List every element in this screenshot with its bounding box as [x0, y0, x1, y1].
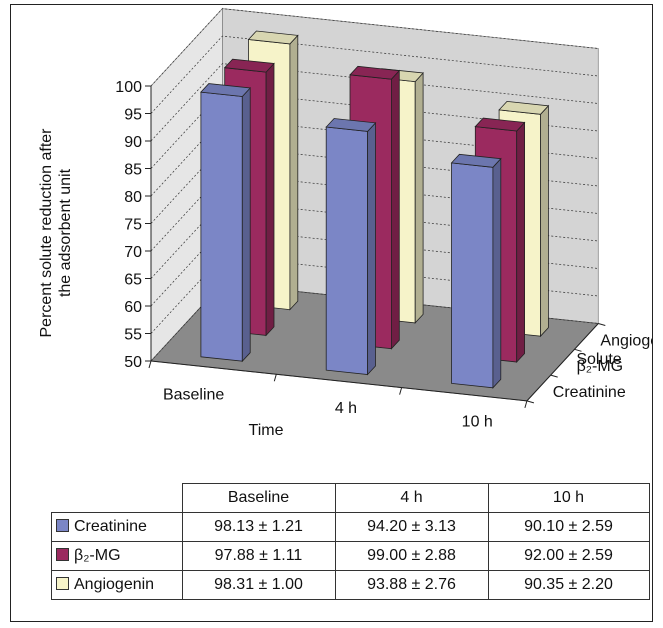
bar-side-face	[367, 121, 376, 376]
table-cell: 90.35 ± 2.20	[487, 570, 650, 600]
chart: 50 55 60 65 70 75 80 85 90 95 100 Baseline 4 h 10 h Cr…	[38, 7, 652, 439]
bar-front-face	[200, 91, 243, 362]
table-cell: 90.10 ± 2.59	[487, 512, 650, 542]
bar-top-face	[474, 117, 526, 132]
gridline	[150, 35, 599, 114]
bar-front-face	[325, 126, 369, 375]
z-tick	[574, 348, 582, 352]
z-tick	[550, 374, 558, 378]
y-tick-label: 90	[124, 134, 142, 151]
y-tick-label: 80	[124, 189, 142, 206]
x-tick-label: 4 h	[335, 400, 357, 417]
bar-top-face	[247, 30, 299, 45]
y-tick-label: 50	[124, 354, 142, 371]
bar-top-face	[325, 118, 377, 132]
legend-label: β₂-MG	[74, 547, 121, 564]
legend-label: Creatinine	[74, 518, 147, 535]
bar-top-face	[349, 65, 401, 80]
x-tick	[524, 400, 528, 409]
x-tick	[399, 387, 403, 395]
table-cell: 94.20 ± 3.13	[334, 512, 489, 542]
gridline	[150, 8, 599, 87]
z-axis-title: Solute	[576, 351, 621, 368]
y-tick-label: 95	[124, 107, 142, 124]
x-tick-label: 10 h	[462, 413, 493, 430]
legend-label: Angiogenin	[74, 576, 155, 593]
legend-swatch	[56, 548, 69, 562]
bar-top-face	[200, 83, 252, 97]
y-tick-label: 75	[124, 217, 142, 234]
bar-side-face	[265, 62, 275, 337]
bar-side-face	[289, 34, 299, 311]
y-tick-label: 55	[124, 327, 142, 344]
figure-frame: 50 55 60 65 70 75 80 85 90 95 100 Baseline 4 h 10 h Cr…	[10, 4, 653, 622]
legend-entry-creatinine: Creatinine	[51, 512, 183, 542]
legend-entry-b2mg: β₂-MG	[51, 541, 183, 571]
legend-entry-angiogenin: Angiogenin	[51, 570, 183, 600]
y-tick-label: 100	[115, 79, 142, 96]
bar	[450, 153, 502, 389]
bar-side-face	[492, 157, 502, 389]
table-header-cell: 10 h	[487, 483, 650, 513]
x-tick-label: Baseline	[163, 387, 224, 404]
legend-swatch	[56, 519, 69, 533]
x-axis-title: Time	[249, 422, 284, 439]
bar-side-face	[540, 104, 549, 338]
bar	[325, 118, 377, 376]
gridline	[150, 63, 599, 142]
bar-side-face	[390, 69, 400, 350]
bar-side-face	[241, 86, 251, 363]
table-header-cell: 4 h	[334, 483, 489, 513]
y-tick-label: 60	[124, 299, 142, 316]
table-cell: 92.00 ± 2.59	[487, 541, 650, 571]
z-tick-label: Creatinine	[553, 384, 626, 401]
table-row: Angiogenin 98.31 ± 1.00 93.88 ± 2.76 90.…	[51, 570, 650, 600]
table-cell: 93.88 ± 2.76	[334, 570, 489, 600]
table-cell: 98.31 ± 1.00	[181, 570, 336, 600]
y-axis-title-line2: the adsorbent unit	[57, 168, 74, 297]
z-tick	[598, 323, 606, 326]
bar-side-face	[516, 121, 525, 364]
bar-side-face	[414, 71, 424, 324]
z-tick	[526, 400, 535, 404]
table-header-cell: Baseline	[181, 483, 336, 513]
bar-top-face	[450, 153, 502, 168]
bar-front-face	[451, 162, 494, 389]
data-table: Baseline 4 h 10 h Creatinine 98.13 ± 1.2…	[51, 483, 650, 600]
z-axis-line	[526, 323, 599, 402]
y-tick-label: 85	[124, 162, 142, 179]
bar	[200, 83, 252, 363]
z-tick-label: Angiogenin	[600, 332, 652, 349]
x-tick	[273, 374, 277, 382]
x-tick	[148, 360, 152, 369]
y-tick-label: 65	[124, 272, 142, 289]
table-header-row: Baseline 4 h 10 h	[51, 483, 650, 513]
table-cell: 99.00 ± 2.88	[334, 541, 489, 571]
y-tick-label: 70	[124, 244, 142, 261]
table-cell: 97.88 ± 1.11	[181, 541, 336, 571]
y-axis-title: Percent solute reduction after	[38, 128, 55, 338]
bar-top-face	[498, 100, 550, 115]
table-cell: 98.13 ± 1.21	[181, 512, 336, 542]
table-row: Creatinine 98.13 ± 1.21 94.20 ± 3.13 90.…	[51, 512, 650, 542]
table-corner	[51, 483, 183, 513]
z-tick-label: β₂-MG	[577, 358, 624, 375]
x-axis-line	[150, 360, 527, 402]
table-row: β₂-MG 97.88 ± 1.11 99.00 ± 2.88 92.00 ± …	[51, 541, 650, 571]
bar-top-face	[223, 58, 275, 73]
legend-swatch	[56, 577, 69, 591]
